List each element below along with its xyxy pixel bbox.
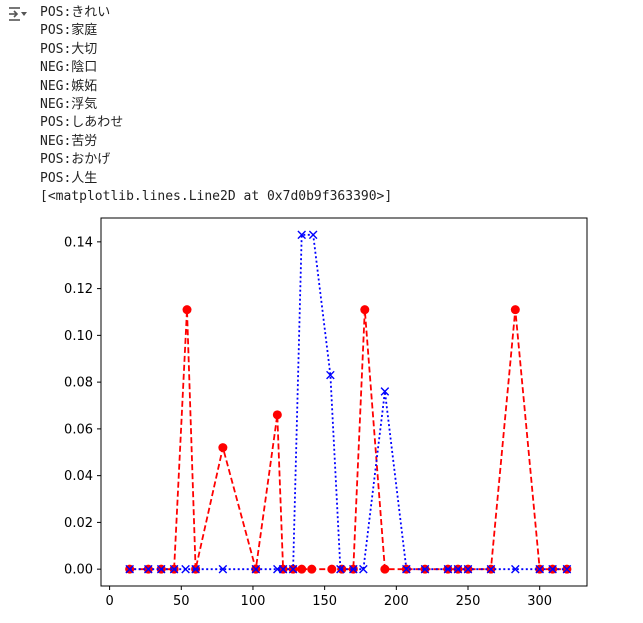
data-point-marker	[191, 564, 200, 574]
data-point-marker	[360, 305, 370, 315]
x-tick-label: 300	[527, 594, 552, 609]
data-point-marker	[443, 564, 453, 574]
series-line-0	[129, 309, 567, 571]
data-point-marker	[288, 564, 298, 574]
x-tick-label: 200	[384, 594, 409, 609]
output-repr-line: [<matplotlib.lines.Line2D at 0x7d0b9f363…	[40, 189, 393, 205]
data-point-marker	[182, 305, 192, 315]
output-line: NEG:浮気	[40, 97, 98, 113]
output-line: POS:きれい	[40, 5, 111, 20]
data-point-marker	[486, 564, 496, 574]
data-point-marker	[380, 387, 390, 396]
y-tick-label: 0.10	[64, 329, 93, 344]
data-point-marker	[511, 564, 520, 574]
data-point-marker	[326, 370, 335, 380]
output-collapse-icon[interactable]	[8, 6, 28, 22]
data-point-marker	[218, 564, 228, 574]
output-line: POS:大切	[40, 41, 98, 57]
data-point-marker	[562, 564, 572, 574]
data-point-marker	[463, 564, 473, 574]
data-point-marker	[380, 564, 390, 574]
output-line: POS:家庭	[40, 23, 98, 39]
data-point-marker	[272, 410, 282, 420]
y-tick-label: 0.04	[64, 469, 93, 484]
data-point-marker	[349, 564, 358, 574]
output-line: NEG:陰口	[40, 60, 98, 76]
y-tick-label: 0.06	[64, 422, 93, 437]
data-point-marker	[535, 564, 544, 574]
data-point-marker	[453, 564, 463, 574]
data-point-marker	[510, 305, 520, 315]
data-point-marker	[308, 230, 318, 240]
data-point-marker	[181, 564, 190, 574]
data-point-marker	[144, 564, 153, 574]
data-point-marker	[420, 564, 430, 574]
data-point-marker	[156, 564, 166, 574]
data-point-marker	[278, 564, 288, 574]
y-tick-label: 0.12	[64, 282, 93, 297]
data-point-marker	[169, 564, 179, 574]
data-point-marker	[251, 564, 261, 574]
output-line: POS:人生	[40, 170, 98, 186]
data-point-marker	[548, 564, 557, 574]
line-chart: 0 50 100 150 200 250 300 0.00 0.02 0.04 0.06 0.08 0.…	[64, 217, 588, 609]
data-point-marker	[218, 443, 228, 453]
output-line: POS:おかげ	[40, 152, 111, 168]
output-line: NEG:苦労	[40, 133, 98, 149]
data-point-marker	[402, 564, 411, 574]
data-point-marker	[125, 564, 134, 574]
x-tick-label: 0	[105, 594, 113, 609]
x-tick-label: 150	[312, 594, 337, 609]
y-tick-label: 0.02	[64, 516, 93, 531]
data-point-marker	[297, 564, 307, 574]
data-point-marker	[307, 564, 317, 574]
series-line-1	[129, 233, 567, 571]
y-tick-label: 0.08	[64, 376, 93, 391]
cell-output-text: POS:きれい POS:家庭 POS:大切 NEG:陰口 NEG:嫉妬 NEG:浮気 POS…	[40, 4, 392, 206]
data-point-marker	[359, 564, 368, 574]
y-tick-label: 0.14	[64, 235, 93, 250]
plot-frame	[100, 217, 588, 587]
data-point-marker	[336, 564, 345, 574]
x-tick-label: 100	[241, 594, 266, 609]
x-tick-label: 250	[456, 594, 481, 609]
data-point-marker	[297, 230, 307, 240]
y-tick-label: 0.00	[64, 563, 93, 578]
output-line: POS:しあわせ	[40, 115, 124, 131]
output-line: NEG:嫉妬	[40, 78, 98, 94]
x-tick-label: 50	[173, 594, 190, 609]
data-point-marker	[327, 564, 337, 574]
